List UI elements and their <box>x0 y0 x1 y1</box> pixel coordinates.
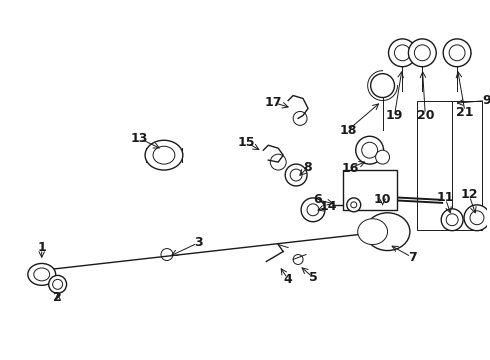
Circle shape <box>464 205 490 231</box>
Text: 10: 10 <box>374 193 392 206</box>
Circle shape <box>446 214 458 226</box>
Circle shape <box>301 198 325 222</box>
Ellipse shape <box>365 213 410 251</box>
Text: 16: 16 <box>341 162 359 175</box>
Circle shape <box>415 45 430 61</box>
Ellipse shape <box>153 146 175 164</box>
Circle shape <box>470 211 484 225</box>
Ellipse shape <box>28 264 56 285</box>
Text: 20: 20 <box>416 109 434 122</box>
Circle shape <box>449 45 465 61</box>
Circle shape <box>285 164 307 186</box>
Circle shape <box>307 204 319 216</box>
Circle shape <box>408 39 436 67</box>
Text: 5: 5 <box>309 271 318 284</box>
Circle shape <box>347 198 361 212</box>
Text: 3: 3 <box>195 236 203 249</box>
Text: 2: 2 <box>53 291 62 304</box>
Text: 19: 19 <box>386 109 403 122</box>
Text: 18: 18 <box>339 124 357 137</box>
Text: 17: 17 <box>265 96 282 109</box>
Circle shape <box>443 39 471 67</box>
Circle shape <box>351 202 357 208</box>
Circle shape <box>394 45 411 61</box>
Text: 12: 12 <box>460 188 478 201</box>
Bar <box>343 170 397 210</box>
Bar <box>417 100 482 230</box>
Circle shape <box>356 136 384 164</box>
Text: 11: 11 <box>437 192 454 204</box>
Text: 21: 21 <box>456 106 474 119</box>
Text: 7: 7 <box>408 251 417 264</box>
Text: 1: 1 <box>37 241 46 254</box>
Circle shape <box>376 150 390 164</box>
Circle shape <box>441 209 463 231</box>
Text: 15: 15 <box>238 136 255 149</box>
Ellipse shape <box>145 140 183 170</box>
Circle shape <box>49 275 67 293</box>
Text: 14: 14 <box>319 200 337 213</box>
Text: 8: 8 <box>304 161 312 174</box>
Circle shape <box>389 39 416 67</box>
Text: 9: 9 <box>483 94 490 107</box>
Ellipse shape <box>34 268 49 281</box>
Text: 6: 6 <box>314 193 322 206</box>
Circle shape <box>362 142 378 158</box>
Circle shape <box>52 279 63 289</box>
Text: 4: 4 <box>284 273 293 286</box>
Circle shape <box>290 169 302 181</box>
Text: 13: 13 <box>130 132 148 145</box>
Circle shape <box>370 74 394 98</box>
Ellipse shape <box>358 219 388 244</box>
